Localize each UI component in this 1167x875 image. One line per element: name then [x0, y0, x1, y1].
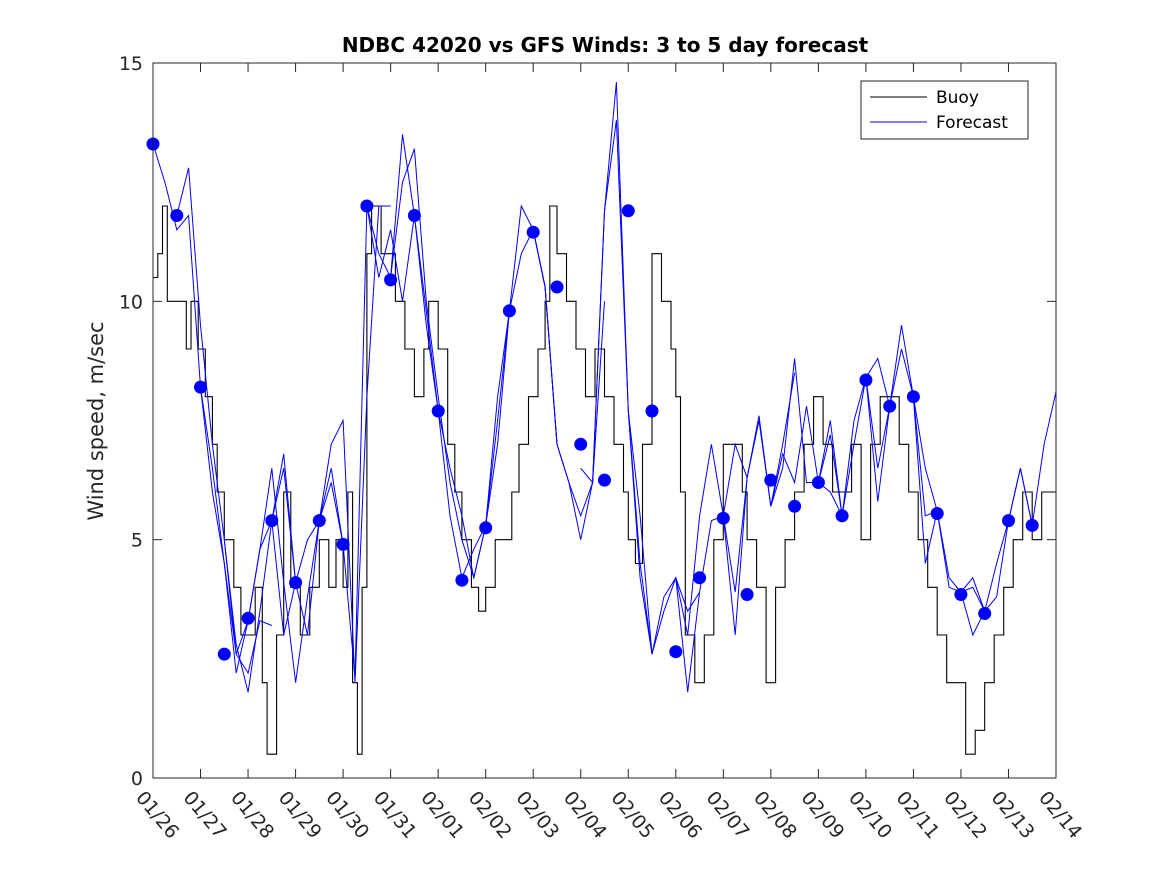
axes-background — [153, 63, 1056, 778]
forecast-line — [770, 377, 891, 518]
y-tick-labels: 0 5 10 15 — [119, 53, 143, 790]
y-tick-label: 0 — [131, 768, 143, 790]
forecast-line — [223, 468, 344, 683]
y-tick-label: 10 — [119, 291, 143, 313]
forecast-line — [722, 358, 843, 593]
chart-title: NDBC 42020 vs GFS Winds: 3 to 5 day fore… — [342, 33, 869, 57]
forecast-marker — [289, 576, 303, 590]
forecast-marker — [265, 514, 279, 528]
forecast-marker — [336, 537, 350, 551]
forecast-marker — [384, 273, 398, 287]
forecast-marker — [1002, 514, 1015, 528]
forecast-marker — [598, 473, 611, 487]
forecast-marker — [788, 499, 802, 513]
forecast-marker — [360, 199, 374, 213]
y-tick-label: 5 — [131, 530, 143, 552]
forecast-marker — [906, 390, 920, 404]
forecast-marker — [764, 473, 778, 487]
legend-box — [860, 80, 1029, 140]
y-tick-label: 15 — [119, 53, 143, 75]
forecast-line — [390, 148, 510, 580]
axes-frame — [152, 62, 1057, 779]
forecast-marker — [859, 373, 873, 387]
forecast-marker — [716, 511, 730, 525]
forecast-marker — [312, 514, 326, 528]
forecast-marker — [479, 521, 493, 535]
forecast-marker — [1025, 518, 1039, 532]
forecast-marker — [574, 437, 588, 451]
forecast-line — [580, 82, 701, 655]
forecast-marker — [550, 280, 564, 294]
forecast-marker — [526, 225, 540, 239]
legend: Buoy Forecast — [860, 80, 1029, 140]
legend-forecast-label: Forecast — [936, 113, 1008, 133]
forecast-marker — [693, 571, 707, 585]
forecast-marker — [954, 588, 968, 601]
forecast-marker — [811, 476, 825, 489]
forecast-marker — [883, 399, 897, 413]
forecast-marker — [217, 647, 231, 661]
forecast-marker — [835, 509, 849, 523]
forecast-line — [817, 348, 938, 517]
forecast-line — [271, 205, 391, 683]
forecast-marker — [455, 573, 469, 587]
forecast-marker — [930, 507, 944, 520]
forecast-marker — [740, 588, 754, 601]
forecast-line — [366, 205, 487, 580]
forecast-line — [675, 372, 796, 636]
forecast-markers — [146, 137, 1039, 661]
y-axis-label: Wind speed, m/sec — [84, 321, 108, 520]
forecast-line — [318, 134, 439, 678]
forecast-marker — [241, 611, 255, 625]
forecast-marker — [645, 404, 659, 418]
forecast-marker — [194, 380, 207, 394]
forecast-marker — [407, 209, 421, 222]
forecast-marker — [170, 209, 184, 222]
forecast-marker — [621, 204, 635, 218]
forecast-marker — [669, 645, 683, 659]
buoy-line — [153, 205, 1056, 755]
forecast-line — [627, 410, 748, 693]
buoy-series — [153, 205, 1056, 755]
forecast-marker — [978, 607, 992, 620]
legend-buoy-label: Buoy — [936, 88, 979, 108]
forecast-marker — [431, 404, 445, 418]
forecast-marker — [502, 304, 516, 318]
